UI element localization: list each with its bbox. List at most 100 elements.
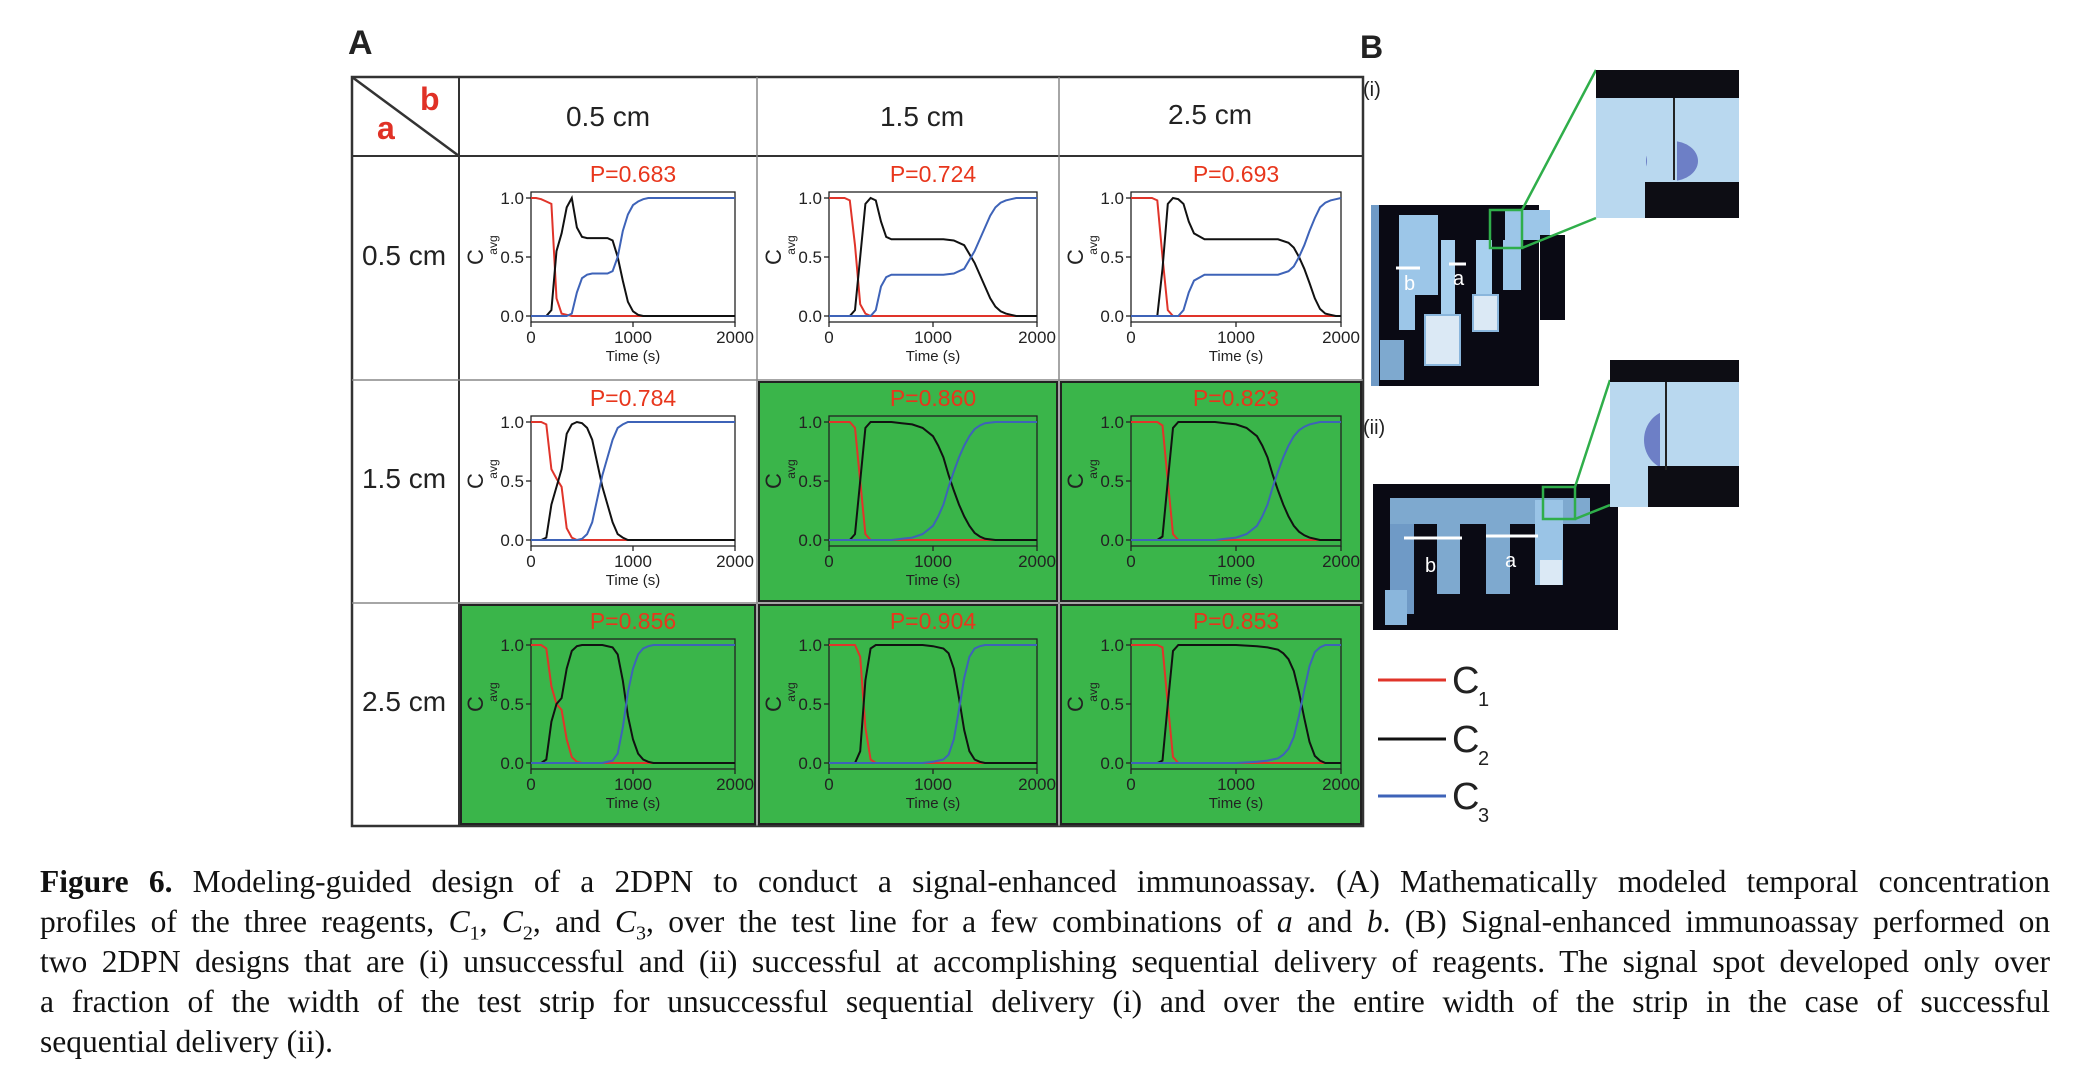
caption-var-a: a — [1276, 904, 1293, 939]
cell-1-2-ytick-label-2: 1.0 — [1100, 413, 1124, 432]
cell-0-1-y-label-c: C — [761, 249, 786, 265]
cell-1-1-p-label: P=0.860 — [890, 385, 976, 411]
cell-1-0-ytick-label-1: 0.5 — [500, 472, 524, 491]
caption-line-2: profiles of the three reagents, C1, C2, … — [40, 902, 2050, 945]
figure-caption: Figure 6. Modeling-guided design of a 2D… — [40, 862, 2050, 1062]
photo-ii-label-a: a — [1505, 550, 1517, 572]
cell-2-0-y-label-c: C — [463, 696, 488, 712]
cell-0-0-y-label-sub: avg — [486, 235, 500, 254]
photo-ii-device: b a — [1373, 379, 1618, 630]
cell-1-2-series-c3 — [1131, 421, 1341, 541]
caption-text-2b: , over the test line for a few combinati… — [645, 904, 1263, 939]
cell-0-1-series-c1 — [829, 197, 1037, 317]
cell-1-0-y-label-c: C — [463, 473, 488, 489]
cell-2-0-y-label-sub: avg — [486, 682, 500, 701]
caption-line-3: two 2DPN designs that are (i) unsuccessf… — [40, 944, 2050, 979]
row-header-0: 0.5 cm — [362, 240, 446, 271]
cell-0-2-y-label-c: C — [1063, 249, 1088, 265]
cell-0-2-y-label-sub: avg — [1086, 235, 1100, 254]
cell-0-1-xtick-label-1: 1000 — [914, 328, 952, 347]
cell-1-2-x-label: Time (s) — [1209, 572, 1263, 589]
cell-1-1-x-label: Time (s) — [906, 572, 960, 589]
cell-0-2-ytick-label-1: 0.5 — [1100, 248, 1124, 267]
cell-0-2-xtick-label-2: 2000 — [1322, 328, 1360, 347]
cell-1-0-ytick-label-0: 0.0 — [500, 531, 524, 550]
col-header-2: 2.5 cm — [1168, 99, 1252, 130]
cell-0-1-series-c3 — [829, 197, 1037, 317]
cell-2-0-ytick-label-0: 0.0 — [500, 754, 524, 773]
caption-and: , and — [532, 904, 601, 939]
cell-1-1-xtick-label-2: 2000 — [1018, 552, 1056, 571]
cell-2-1-p-label: P=0.904 — [890, 608, 977, 634]
col-header-1: 1.5 cm — [880, 101, 964, 132]
caption-c2: C — [501, 904, 523, 939]
photo-i-zoom — [1596, 70, 1739, 218]
panel-a-label: A — [348, 24, 373, 62]
cell-0-2-series-c3 — [1131, 197, 1342, 317]
cell-0-2-ytick-label-2: 1.0 — [1100, 189, 1124, 208]
cell-1-0-xtick-label-0: 0 — [526, 552, 535, 571]
cell-1-1-y-label-c: C — [761, 473, 786, 489]
cell-1-0-series-c3 — [531, 421, 735, 541]
cell-2-2-xtick-label-0: 0 — [1126, 775, 1135, 794]
cell-0-2-p-label: P=0.693 — [1193, 161, 1279, 187]
cell-1-2-y-label-sub: avg — [1086, 459, 1100, 478]
cell-2-1-xtick-label-1: 1000 — [914, 775, 952, 794]
cell-0-0-ytick-label-1: 0.5 — [500, 248, 524, 267]
legend-c3-sub: 3 — [1478, 805, 1489, 827]
cell-0-2-series-c2 — [1131, 196, 1341, 317]
cell-2-0-p-label: P=0.856 — [590, 608, 676, 634]
cell-1-1-series-c2 — [829, 421, 1037, 541]
cell-0-2-series-c1 — [1131, 197, 1341, 317]
caption-c2-sub: 2 — [522, 922, 533, 945]
cell-1-0-p-label: P=0.784 — [590, 385, 677, 411]
cell-0-0-series-c3 — [531, 197, 735, 317]
caption-c3: C — [614, 904, 636, 939]
legend-c1-name: C — [1452, 660, 1479, 702]
caption-c1-sub: 1 — [469, 922, 480, 945]
cell-0-1-xtick-label-0: 0 — [824, 328, 833, 347]
caption-c3-sub: 3 — [635, 922, 646, 945]
legend: C 1 C 2 C 3 — [1378, 660, 1489, 827]
figure-6: A b a 0.5 cm 1.5 cm 2.5 cm 0.5 cm 1.5 cm… — [348, 24, 1739, 828]
photo-i-device: b a — [1371, 69, 1598, 386]
legend-c3-name: C — [1452, 776, 1479, 818]
cell-1-1-xtick-label-1: 1000 — [914, 552, 952, 571]
photo-i-label-b: b — [1404, 273, 1415, 295]
cell-2-1-ytick-label-1: 0.5 — [798, 695, 822, 714]
cell-2-2-series-c3 — [1131, 644, 1341, 764]
cell-0-1-ytick-label-2: 1.0 — [798, 189, 822, 208]
cell-0-0-xtick-label-1: 1000 — [614, 328, 652, 347]
legend-c2-name: C — [1452, 719, 1479, 761]
cell-1-2-ytick-label-0: 0.0 — [1100, 531, 1124, 550]
cell-0-2-x-label: Time (s) — [1209, 348, 1263, 365]
caption-comma-1: , — [479, 904, 488, 939]
cell-2-2-xtick-label-2: 2000 — [1322, 775, 1360, 794]
caption-text-2a: profiles of the three reagents, — [40, 904, 435, 939]
caption-and-2: and — [1306, 904, 1353, 939]
cell-2-1-y-label-sub: avg — [784, 682, 798, 701]
cell-0-1-series-c2 — [829, 196, 1037, 317]
cell-1-2-ytick-label-1: 0.5 — [1100, 472, 1124, 491]
cell-1-2-xtick-label-2: 2000 — [1322, 552, 1360, 571]
table-frame — [350, 75, 1365, 828]
cell-1-0-series-c2 — [531, 420, 735, 541]
cell-2-0-x-label: Time (s) — [606, 795, 660, 812]
cell-2-2-ytick-label-0: 0.0 — [1100, 754, 1124, 773]
cell-0-1-y-label-sub: avg — [784, 235, 798, 254]
cell-2-0-xtick-label-1: 1000 — [614, 775, 652, 794]
cell-0-1-ytick-label-1: 0.5 — [798, 248, 822, 267]
caption-line-1: Figure 6. Modeling-guided design of a 2D… — [40, 862, 2050, 902]
cell-1-0-ytick-label-2: 1.0 — [500, 413, 524, 432]
cell-1-2-xtick-label-1: 1000 — [1217, 552, 1255, 571]
cell-2-0-series-c3 — [531, 644, 735, 764]
